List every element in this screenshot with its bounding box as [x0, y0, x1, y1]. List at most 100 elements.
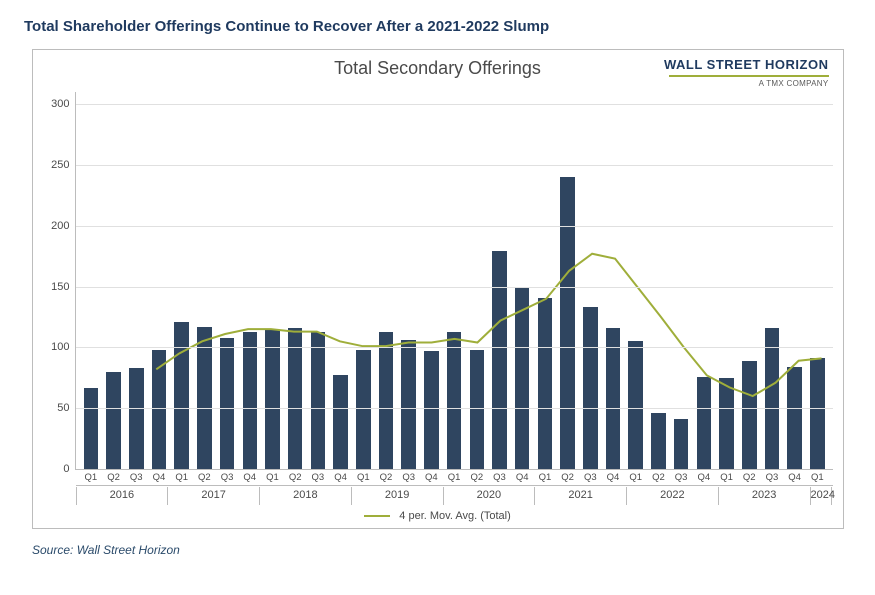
x-axis-quarter-label: Q3 [579, 472, 602, 483]
x-axis-quarter-label: Q3 [307, 472, 330, 483]
bar [311, 332, 326, 469]
bar [333, 375, 348, 469]
x-axis-quarter-label: Q3 [488, 472, 511, 483]
y-axis-label: 100 [51, 341, 75, 353]
x-axis-quarter-label: Q4 [511, 472, 534, 483]
bar-slot: Q1 [715, 92, 738, 469]
x-axis-quarter-label: Q4 [602, 472, 625, 483]
x-axis-year-label: 2022 [626, 487, 718, 505]
x-axis-year-label: 2021 [534, 487, 626, 505]
bar-slot: Q1 [261, 92, 284, 469]
x-axis-quarter-label: Q2 [556, 472, 579, 483]
x-axis-quarter-label: Q3 [397, 472, 420, 483]
bar-slot: Q4 [238, 92, 261, 469]
bar-slot: Q2 [193, 92, 216, 469]
x-axis-year-label: 2018 [259, 487, 351, 505]
bar-slot: Q4 [420, 92, 443, 469]
bar-slot: Q4 [692, 92, 715, 469]
page-title: Total Shareholder Offerings Continue to … [24, 18, 851, 35]
x-axis-year-label: 2024 [810, 487, 833, 505]
bar-slot: Q2 [102, 92, 125, 469]
bar [401, 340, 416, 469]
bar [606, 328, 621, 469]
bar [492, 251, 507, 469]
bar-slot: Q2 [647, 92, 670, 469]
x-axis-year-label: 2019 [351, 487, 443, 505]
gridline [76, 104, 833, 105]
legend-line-swatch [364, 515, 390, 517]
y-axis-label: 150 [51, 281, 75, 293]
x-axis-year-label: 2020 [443, 487, 535, 505]
bar-slot: Q4 [783, 92, 806, 469]
x-axis-quarter-label: Q4 [783, 472, 806, 483]
brand-logo: WALL STREET HORIZON A TMX COMPANY [664, 56, 829, 88]
bar-slot: Q1 [170, 92, 193, 469]
bar [424, 351, 439, 469]
x-axis-quarter-label: Q2 [647, 472, 670, 483]
x-axis-quarter-label: Q3 [216, 472, 239, 483]
y-axis-label: 0 [63, 463, 75, 475]
x-axis-year-label: 2023 [718, 487, 810, 505]
x-axis-quarter-label: Q1 [352, 472, 375, 483]
x-axis-quarter-label: Q4 [692, 472, 715, 483]
bar [560, 177, 575, 469]
bar [674, 419, 689, 469]
gridline [76, 347, 833, 348]
bar [129, 368, 144, 469]
x-axis-quarter-label: Q1 [443, 472, 466, 483]
bar-slot: Q4 [148, 92, 171, 469]
x-axis-quarter-label: Q2 [465, 472, 488, 483]
bar [106, 372, 121, 469]
x-axis-quarter-label: Q2 [738, 472, 761, 483]
bar [447, 332, 462, 469]
x-axis-quarter-label: Q1 [170, 472, 193, 483]
bar-slot: Q1 [80, 92, 103, 469]
bar-slot: Q2 [738, 92, 761, 469]
bar [742, 361, 757, 469]
bar [243, 332, 258, 469]
gridline [76, 165, 833, 166]
bar-slot: Q3 [488, 92, 511, 469]
x-axis-quarter-label: Q1 [715, 472, 738, 483]
bar [152, 350, 167, 469]
y-axis-label: 300 [51, 98, 75, 110]
x-axis-quarter-label: Q2 [375, 472, 398, 483]
bar [379, 332, 394, 469]
bar [356, 350, 371, 469]
x-axis-quarter-label: Q1 [806, 472, 829, 483]
gridline [76, 226, 833, 227]
legend: 4 per. Mov. Avg. (Total) [33, 510, 843, 522]
bar [265, 330, 280, 469]
brand-underline [669, 75, 829, 77]
bar-slot: Q3 [307, 92, 330, 469]
bar [628, 341, 643, 469]
bar [515, 288, 530, 469]
bar-slot: Q1 [352, 92, 375, 469]
y-axis-label: 250 [51, 159, 75, 171]
source-text: Source: Wall Street Horizon [32, 543, 851, 557]
bar [288, 328, 303, 469]
bar [470, 350, 485, 469]
bar [719, 378, 734, 469]
bar-slot: Q3 [761, 92, 784, 469]
x-axis-year-label: 2016 [76, 487, 168, 505]
x-axis-quarter-label: Q4 [329, 472, 352, 483]
x-axis-quarter-label: Q2 [284, 472, 307, 483]
x-axis-quarter-label: Q1 [261, 472, 284, 483]
x-axis-year-label: 2017 [167, 487, 259, 505]
bar-slot: Q2 [284, 92, 307, 469]
bar [583, 307, 598, 469]
bar-slot: Q4 [511, 92, 534, 469]
bar-slot: Q3 [125, 92, 148, 469]
bar-slot: Q1 [443, 92, 466, 469]
y-axis-label: 50 [57, 402, 75, 414]
legend-label: 4 per. Mov. Avg. (Total) [399, 510, 510, 522]
bar-slot: Q1 [534, 92, 557, 469]
bar [84, 388, 99, 469]
x-axis-quarter-label: Q2 [102, 472, 125, 483]
bar-slot: Q2 [375, 92, 398, 469]
bar-slot: Q2 [556, 92, 579, 469]
gridline [76, 287, 833, 288]
x-axis-quarter-label: Q3 [670, 472, 693, 483]
bar [787, 367, 802, 469]
